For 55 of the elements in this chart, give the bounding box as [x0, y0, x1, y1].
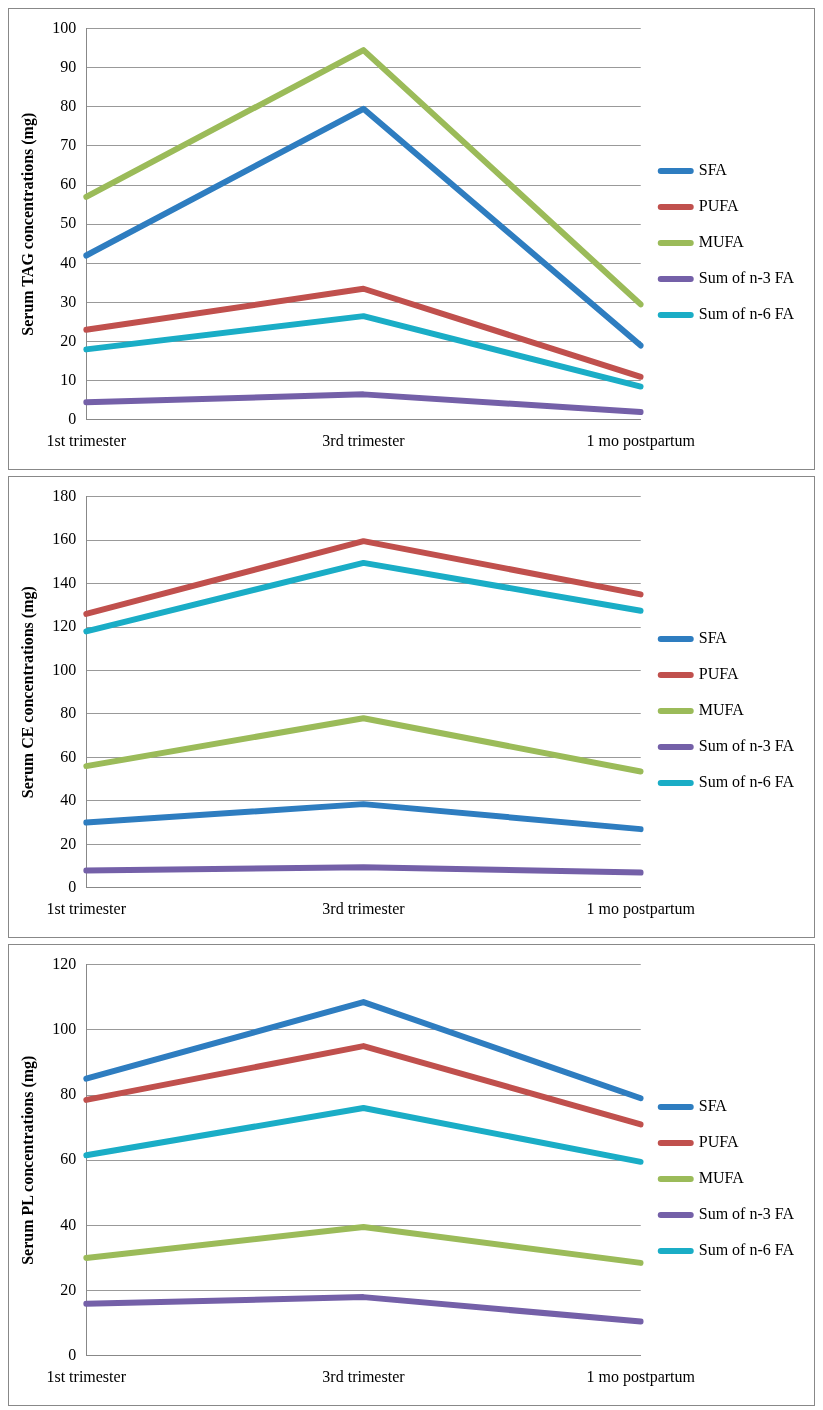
y-tick-label: 70: [60, 136, 77, 154]
y-tick-label: 20: [60, 834, 77, 852]
legend-label: PUFA: [698, 1133, 739, 1151]
y-tick-label: 100: [52, 1020, 77, 1037]
x-tick-label: 3rd trimester: [322, 1367, 406, 1385]
x-tick-label: 3rd trimester: [322, 431, 406, 449]
y-tick-label: 0: [68, 878, 77, 895]
y-tick-label: 10: [60, 370, 77, 388]
y-axis-title: Serum TAG concentrations (mg): [18, 112, 37, 336]
legend-label: MUFA: [698, 701, 745, 719]
y-tick-label: 60: [60, 747, 77, 765]
y-tick-label: 60: [60, 1150, 77, 1168]
x-tick-label: 3rd trimester: [322, 899, 406, 917]
y-axis-title: Serum PL concentrations (mg): [18, 1055, 37, 1265]
y-tick-label: 120: [52, 954, 77, 972]
x-tick-label: 1st trimester: [46, 899, 127, 917]
legend-label: PUFA: [698, 197, 739, 215]
x-tick-label: 1 mo postpartum: [586, 431, 696, 450]
legend-label: SFA: [698, 161, 728, 179]
y-tick-label: 80: [60, 704, 77, 722]
y-tick-label: 50: [60, 214, 77, 232]
legend-label: Sum of n-6 FA: [698, 1241, 795, 1259]
y-tick-label: 20: [60, 1280, 77, 1298]
x-tick-label: 1st trimester: [46, 431, 127, 449]
y-tick-label: 80: [60, 97, 77, 115]
y-tick-label: 40: [60, 253, 77, 271]
y-tick-label: 100: [52, 660, 77, 678]
y-tick-label: 100: [52, 18, 77, 36]
y-tick-label: 30: [60, 292, 77, 310]
y-tick-label: 20: [60, 331, 77, 349]
legend-label: Sum of n-3 FA: [698, 737, 795, 755]
y-tick-label: 90: [60, 57, 77, 75]
y-tick-label: 180: [52, 486, 77, 504]
x-tick-label: 1 mo postpartum: [586, 899, 696, 918]
legend-label: Sum of n-3 FA: [698, 1205, 795, 1223]
y-axis-title: Serum CE concentrations (mg): [18, 586, 37, 799]
legend-label: MUFA: [698, 233, 745, 251]
legend-label: Sum of n-3 FA: [698, 269, 795, 287]
y-tick-label: 80: [60, 1085, 77, 1103]
x-tick-label: 1 mo postpartum: [586, 1367, 696, 1386]
legend-label: SFA: [698, 629, 728, 647]
y-tick-label: 0: [68, 1346, 77, 1363]
y-tick-label: 160: [52, 530, 77, 548]
y-tick-label: 140: [52, 573, 77, 591]
y-tick-label: 0: [68, 410, 77, 427]
y-tick-label: 60: [60, 175, 77, 193]
y-tick-label: 120: [52, 617, 77, 635]
x-tick-label: 1st trimester: [46, 1367, 127, 1385]
legend-label: PUFA: [698, 665, 739, 683]
legend-label: MUFA: [698, 1169, 745, 1187]
legend-label: SFA: [698, 1097, 728, 1115]
y-tick-label: 40: [60, 1215, 77, 1233]
legend-label: Sum of n-6 FA: [698, 305, 795, 323]
y-tick-label: 40: [60, 791, 77, 809]
legend-label: Sum of n-6 FA: [698, 773, 795, 791]
